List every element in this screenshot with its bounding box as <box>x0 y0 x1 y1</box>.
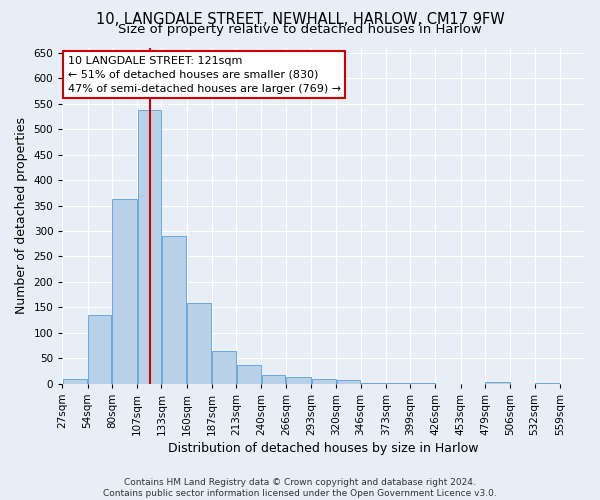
Bar <box>88 315 112 384</box>
Bar <box>337 380 360 384</box>
Bar <box>485 382 510 384</box>
Bar <box>137 110 161 384</box>
Text: Contains HM Land Registry data © Crown copyright and database right 2024.
Contai: Contains HM Land Registry data © Crown c… <box>103 478 497 498</box>
Bar <box>212 351 236 384</box>
Bar <box>262 375 286 384</box>
Text: Size of property relative to detached houses in Harlow: Size of property relative to detached ho… <box>118 22 482 36</box>
Y-axis label: Number of detached properties: Number of detached properties <box>15 117 28 314</box>
Bar <box>237 364 261 384</box>
Bar <box>311 379 336 384</box>
X-axis label: Distribution of detached houses by size in Harlow: Distribution of detached houses by size … <box>169 442 479 455</box>
Bar <box>63 379 87 384</box>
Text: 10 LANGDALE STREET: 121sqm
← 51% of detached houses are smaller (830)
47% of sem: 10 LANGDALE STREET: 121sqm ← 51% of deta… <box>68 56 341 94</box>
Bar <box>187 304 211 384</box>
Bar <box>162 236 186 384</box>
Bar <box>112 200 137 384</box>
Bar <box>361 383 385 384</box>
Bar <box>286 378 311 384</box>
Text: 10, LANGDALE STREET, NEWHALL, HARLOW, CM17 9FW: 10, LANGDALE STREET, NEWHALL, HARLOW, CM… <box>95 12 505 28</box>
